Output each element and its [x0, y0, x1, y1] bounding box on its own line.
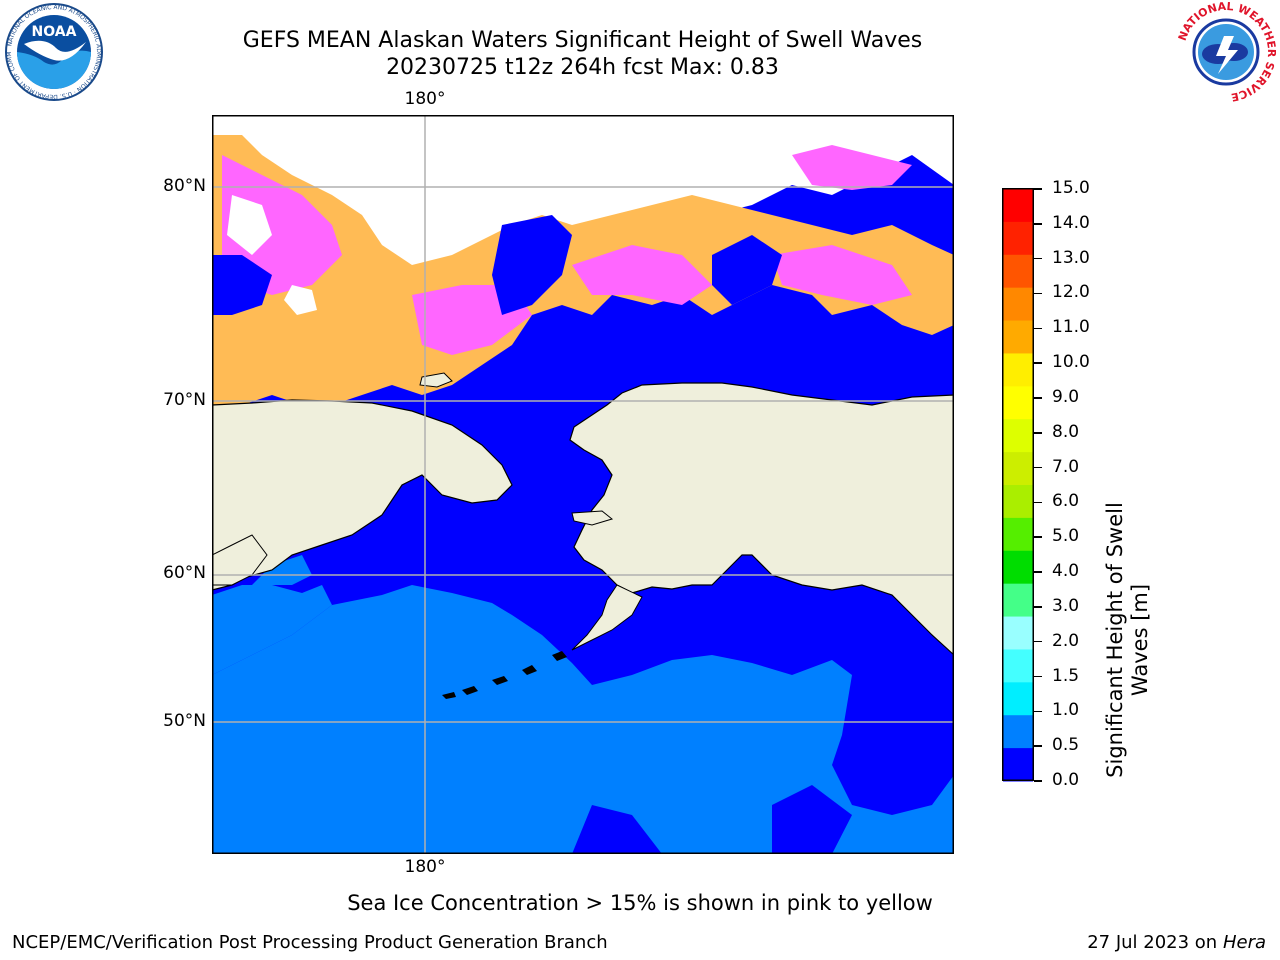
noaa-logo-text: NOAA — [32, 24, 77, 40]
colorbar-swatch — [1003, 353, 1033, 387]
colorbar-tick-mark — [1034, 571, 1042, 573]
footer-date: 27 Jul 2023 on Hera — [1087, 932, 1266, 953]
footer-machine: Hera — [1222, 932, 1266, 953]
map-title: GEFS MEAN Alaskan Waters Significant Hei… — [242, 28, 923, 53]
colorbar — [1002, 188, 1034, 782]
colorbar-tick-mark — [1034, 362, 1042, 364]
colorbar-tick-label: 12.0 — [1052, 282, 1090, 303]
colorbar-tick-label: 11.0 — [1052, 317, 1090, 338]
colorbar-tick-mark — [1034, 397, 1042, 399]
footer-date-text: 27 Jul 2023 on — [1087, 932, 1223, 953]
swell-region-bering — [252, 555, 312, 585]
colorbar-swatch — [1003, 583, 1033, 618]
lat-label-70n: 70°N — [163, 390, 206, 410]
colorbar-tick-label: 2.0 — [1052, 630, 1080, 651]
colorbar-swatch — [1003, 221, 1033, 256]
colorbar-swatch — [1003, 386, 1033, 420]
colorbar-tick-mark — [1034, 257, 1042, 260]
colorbar-tick-label: 7.0 — [1052, 456, 1080, 477]
sea-ice-pink — [222, 155, 342, 295]
low-swell-patch — [772, 785, 852, 854]
colorbar-tick-label: 4.0 — [1052, 561, 1080, 582]
land-siberia-south — [212, 534, 268, 586]
low-swell-patch — [572, 805, 662, 854]
colorbar-tick-mark — [1034, 606, 1042, 608]
no-data-patch — [227, 195, 272, 255]
land-alaska-peninsula — [571, 584, 643, 651]
aleutian-islands — [442, 651, 567, 699]
colorbar-tick-label: 13.0 — [1052, 247, 1090, 268]
colorbar-tick-label: 0.5 — [1052, 735, 1080, 756]
colorbar-tick-mark — [1034, 675, 1042, 678]
colorbar-tick-label: 1.5 — [1052, 665, 1080, 686]
swell-region-mid — [212, 585, 954, 854]
nws-logo: NATIONAL WEATHER SERVICE — [1176, 2, 1276, 102]
colorbar-swatch — [1003, 517, 1033, 552]
colorbar-tick-mark — [1034, 780, 1042, 782]
lat-label-80n: 80°N — [163, 176, 206, 196]
colorbar-tick-label: 6.0 — [1052, 491, 1080, 512]
open-water-patch — [492, 215, 572, 315]
swell-region-west — [212, 585, 332, 675]
lat-label-60n: 60°N — [163, 563, 206, 583]
colorbar-frame — [1002, 188, 1034, 781]
colorbar-tick-mark — [1034, 292, 1042, 295]
colorbar-tick-label: 15.0 — [1052, 178, 1090, 198]
map-subtitle: 20230725 t12z 264h fcst Max: 0.83 — [386, 55, 779, 80]
lon-label-top: 180° — [404, 89, 446, 109]
sea-ice-pink — [572, 245, 712, 305]
map-panel — [212, 115, 954, 854]
colorbar-swatch — [1003, 452, 1033, 486]
colorbar-swatch — [1003, 485, 1033, 519]
sea-ice-pink — [792, 145, 912, 190]
wrangel-island — [419, 372, 453, 388]
colorbar-swatch — [1003, 682, 1033, 716]
colorbar-tick-mark — [1034, 501, 1042, 504]
colorbar-tick-mark — [1034, 327, 1042, 330]
colorbar-swatch — [1003, 287, 1033, 322]
colorbar-label-line2: Waves [m] — [1128, 583, 1152, 697]
land-alaska — [569, 382, 954, 656]
colorbar-tick-mark — [1034, 710, 1042, 713]
colorbar-swatch — [1003, 748, 1033, 782]
colorbar-tick-mark — [1034, 745, 1042, 747]
colorbar-tick-label: 9.0 — [1052, 386, 1080, 407]
colorbar-tick-mark — [1034, 640, 1042, 643]
colorbar-swatch — [1003, 616, 1033, 650]
colorbar-tick-label: 3.0 — [1052, 595, 1080, 616]
sea-ice-note: Sea Ice Concentration > 15% is shown in … — [347, 891, 933, 915]
colorbar-tick-label: 1.0 — [1052, 700, 1080, 721]
colorbar-tick-label: 14.0 — [1052, 212, 1090, 233]
colorbar-swatch — [1003, 189, 1033, 223]
open-water-patch — [712, 235, 782, 305]
colorbar-tick-mark — [1034, 188, 1042, 190]
colorbar-swatch — [1003, 715, 1033, 749]
colorbar-swatch — [1003, 550, 1033, 585]
st-lawrence-island — [571, 510, 614, 526]
colorbar-tick-mark — [1034, 536, 1042, 538]
colorbar-label-line1: Significant Height of Swell — [1103, 502, 1127, 778]
lat-label-50n: 50°N — [163, 711, 206, 731]
noaa-logo: NOAA NATIONAL OCEANIC AND ATMOSPHERIC AD… — [4, 2, 103, 101]
colorbar-swatch — [1003, 254, 1033, 289]
colorbar-tick-label: 10.0 — [1052, 352, 1090, 373]
colorbar-tick-mark — [1034, 466, 1042, 469]
colorbar-tick-label: 0.0 — [1052, 770, 1080, 790]
no-data-patch — [284, 285, 317, 315]
footer-branch: NCEP/EMC/Verification Post Processing Pr… — [12, 932, 608, 953]
colorbar-tick-mark — [1034, 432, 1042, 434]
colorbar-swatch — [1003, 649, 1033, 683]
colorbar-label: Significant Height of Swell Waves [m] — [1103, 490, 1153, 790]
colorbar-swatch — [1003, 419, 1033, 453]
lon-label-bottom: 180° — [404, 857, 446, 877]
colorbar-tick-label: 5.0 — [1052, 526, 1080, 547]
colorbar-tick-label: 8.0 — [1052, 421, 1080, 442]
open-water-patch — [212, 255, 272, 315]
sea-ice-pink — [772, 245, 912, 305]
colorbar-tick-mark — [1034, 223, 1042, 225]
map-frame — [212, 115, 954, 854]
colorbar-swatch — [1003, 320, 1033, 354]
land-siberia — [212, 399, 513, 591]
